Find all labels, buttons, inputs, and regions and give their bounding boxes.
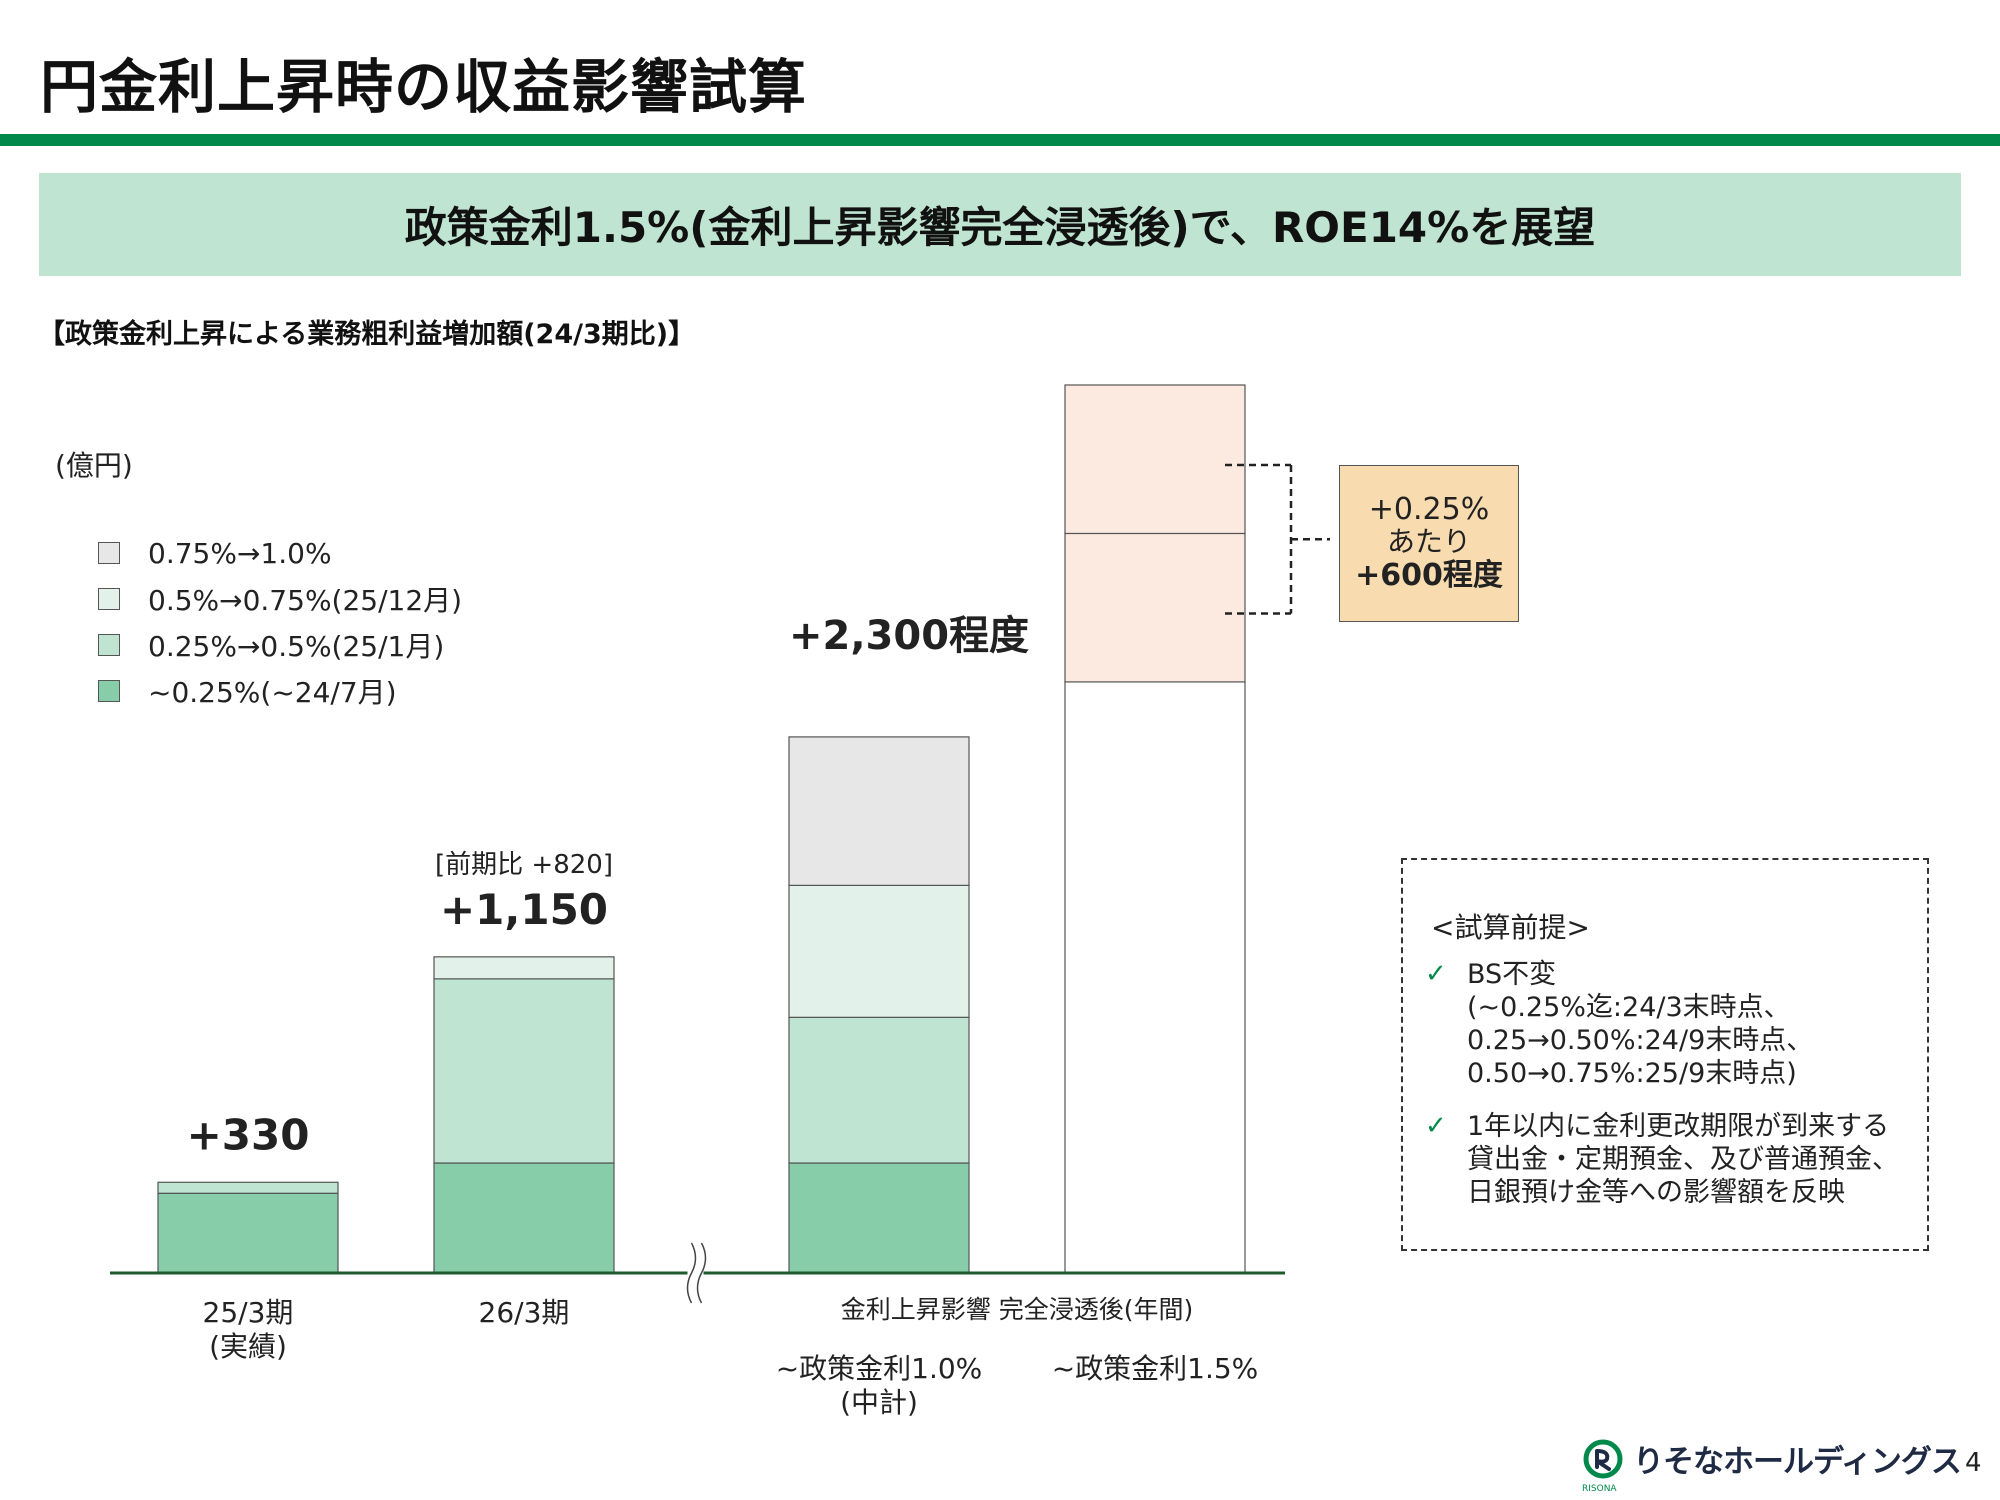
legend-swatch [98,542,120,564]
legend-swatch [98,634,120,656]
bar-segment [788,1162,970,1274]
assumption-line: 1年以内に金利更改期限が到来する [1467,1111,1890,1142]
category-label: 25/3期 [203,1296,294,1329]
legend-label: ~0.25%(~24/7月) [148,676,397,709]
category-label: (実績) [209,1330,287,1363]
logo-sub: RISONA [1582,1484,1617,1494]
assumption-item: ✓ BS不変 (~0.25%迄:24/3末時点、 0.25→0.50%:24/9… [1425,958,1813,1090]
assumptions-title: <試算前提> [1431,911,1590,944]
bar-segment [433,956,615,980]
title-underline [0,134,2000,146]
per-step-rate: +0.25% [1368,491,1490,527]
bar-segment [157,1192,339,1274]
legend-label: 0.75%→1.0% [148,536,332,570]
per-step-callout: +0.25% あたり +600程度 [1339,465,1519,622]
bar-total-label: +330 [187,1110,310,1159]
bar-segment [788,736,970,886]
bar-total-label: +1,150 [440,885,608,934]
bar-segment [788,884,970,1018]
bar-segment [433,1162,615,1274]
legend-item: 0.25%→0.5%(25/1月) [98,622,462,668]
company-logo: りそなホールディングス RISONA [1582,1436,1962,1494]
bar-segment [433,978,615,1164]
assumption-line: BS不変 [1467,959,1557,990]
legend-item: ~0.25%(~24/7月) [98,668,462,714]
bar-segment-step [1064,532,1246,683]
category-label: (中計) [840,1386,918,1419]
assumption-line: 0.50→0.75%:25/9末時点) [1467,1058,1797,1089]
category-label: ~政策金利1.5% [1052,1352,1259,1385]
page-number: 4 [1965,1448,1982,1478]
bar-segment [788,1016,970,1164]
category-group-label: 金利上昇影響 完全浸透後(年間) [841,1295,1193,1324]
legend-item: 0.5%→0.75%(25/12月) [98,576,462,622]
category-label: ~政策金利1.0% [776,1352,983,1385]
assumption-line: 0.25→0.50%:24/9末時点、 [1467,1025,1814,1056]
assumption-line: 日銀預け金等への影響額を反映 [1467,1177,1845,1208]
headline-banner: 政策金利1.5%(金利上昇影響完全浸透後)で、ROE14%を展望 [39,173,1961,276]
category-label: 26/3期 [479,1296,570,1329]
assumption-line: 貸出金・定期預金、及び普通預金、 [1467,1144,1899,1175]
bar-segment-step [1064,384,1246,535]
legend-swatch [98,680,120,702]
per-step-per: あたり [1386,524,1471,558]
chart-legend: 0.75%→1.0% 0.5%→0.75%(25/12月) 0.25%→0.5%(2… [98,530,462,714]
assumption-line: (~0.25%迄:24/3末時点、 [1467,992,1791,1023]
risona-logo-icon [1583,1439,1623,1478]
legend-label: 0.25%→0.5%(25/1月) [148,630,445,663]
bar-segment [157,1181,339,1194]
bar-total-label: +2,300程度 [789,613,1029,659]
legend-item: 0.75%→1.0% [98,530,462,576]
logo-name: りそなホールディングス [1633,1444,1962,1480]
assumptions-box: <試算前提> ✓ BS不変 (~0.25%迄:24/3末時点、 0.25→0.5… [1401,858,1929,1251]
bar-segment-base [1064,681,1246,1274]
check-icon: ✓ [1425,959,1447,989]
section-heading: 【政策金利上昇による業務粗利益増加額(24/3期比)】 [38,319,696,350]
unit-label: (億円) [55,449,133,482]
axis-break-line [696,1242,707,1304]
axis-break-gap [687,1243,704,1303]
assumption-item: ✓ 1年以内に金利更改期限が到来する 貸出金・定期預金、及び普通預金、 日銀預け… [1425,1110,1899,1209]
axis-break-line [686,1242,697,1304]
bar-delta-label: [前期比 +820] [435,850,613,880]
legend-label: 0.5%→0.75%(25/12月) [148,584,463,617]
check-icon: ✓ [1425,1111,1447,1141]
page-title: 円金利上昇時の収益影響試算 [40,53,808,121]
legend-swatch [98,588,120,610]
per-step-value: +600程度 [1355,557,1503,593]
